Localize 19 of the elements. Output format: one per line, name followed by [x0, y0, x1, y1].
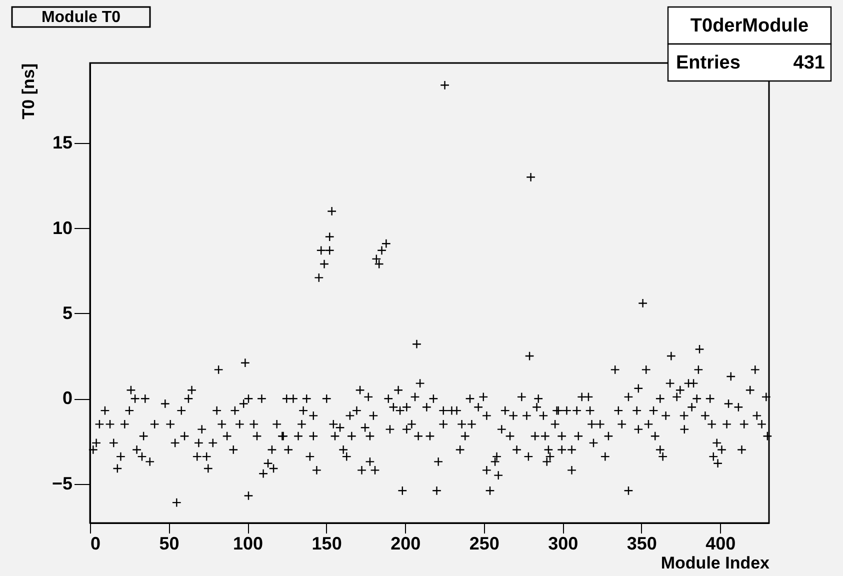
x-tick-label: 150: [312, 534, 342, 554]
text: Entries 431: [676, 52, 825, 74]
x-tick-label: 200: [390, 534, 421, 554]
x-axis-title: Module Index: [660, 554, 770, 572]
y-tick-label: −5: [52, 473, 72, 494]
text: T0derModule: [690, 16, 809, 36]
x-tick-label: 100: [233, 534, 264, 554]
y-tick-label: 0: [62, 388, 72, 408]
x-tick-label: 50: [159, 534, 180, 554]
x-tick-label: 250: [469, 534, 500, 554]
y-tick-label: 15: [52, 132, 72, 153]
chart-title: Module T0: [41, 9, 121, 26]
y-tick-label: 10: [52, 218, 72, 238]
x-tick-label: 350: [626, 534, 657, 554]
x-tick-label: 400: [706, 534, 736, 554]
x-tick-label: 0: [90, 534, 101, 554]
y-axis-title: T0 [ns]: [18, 64, 38, 120]
y-tick-label: 5: [62, 302, 72, 323]
x-tick-label: 300: [548, 534, 578, 554]
